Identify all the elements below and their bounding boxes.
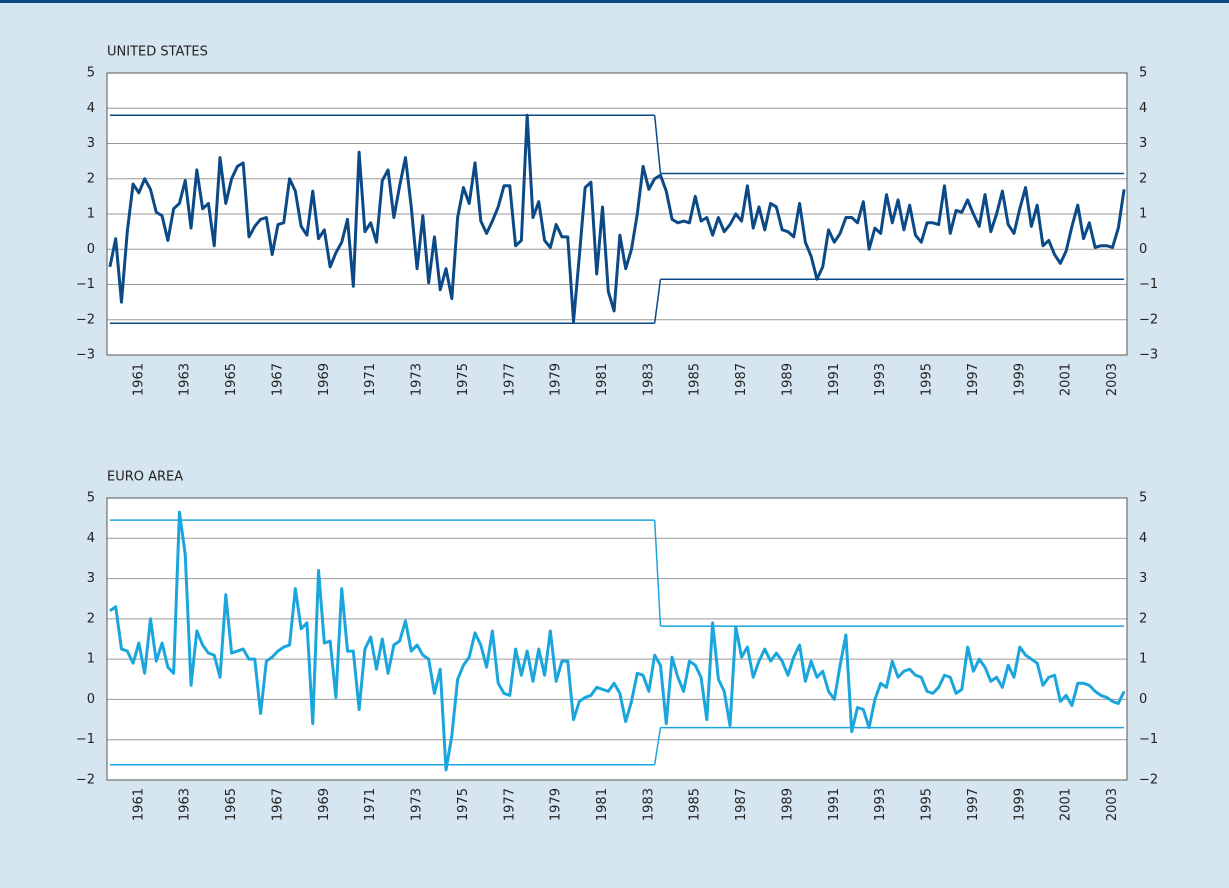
band-connector <box>653 520 662 627</box>
y-tick-label-right: 0 <box>1139 242 1147 257</box>
y-tick-label-right: 4 <box>1139 531 1147 546</box>
chart-title: UNITED STATES <box>107 45 208 60</box>
x-tick-label: 1977 <box>502 788 517 821</box>
x-tick-label: 1971 <box>363 363 378 396</box>
x-tick-label: 1969 <box>317 363 332 396</box>
x-tick-label: 1963 <box>178 788 193 821</box>
y-tick-label: 1 <box>87 652 95 667</box>
x-tick-label: 1971 <box>363 788 378 821</box>
x-tick-label: 1975 <box>456 363 471 396</box>
y-tick-label: 4 <box>87 101 95 116</box>
x-tick-label: 1967 <box>270 363 285 396</box>
x-tick-label: 1989 <box>780 788 795 821</box>
x-tick-label: 2003 <box>1105 788 1120 821</box>
x-tick-label: 1975 <box>456 788 471 821</box>
x-tick-label: 1985 <box>688 363 703 396</box>
band-connector <box>653 115 662 174</box>
plot-border <box>106 497 1128 781</box>
x-tick-label: 1987 <box>734 788 749 821</box>
y-tick-label: 2 <box>87 171 95 186</box>
x-tick-label: 1969 <box>317 788 332 821</box>
y-tick-label: 2 <box>87 611 95 626</box>
x-tick-label: 1981 <box>595 363 610 396</box>
y-tick-label-right: 5 <box>1139 66 1147 81</box>
x-tick-label: 1991 <box>827 363 842 396</box>
y-tick-label: −2 <box>76 773 95 788</box>
y-tick-label: 3 <box>87 136 95 151</box>
x-tick-label: 1965 <box>224 788 239 821</box>
y-tick-label-right: 2 <box>1139 611 1147 626</box>
x-tick-label: 1987 <box>734 363 749 396</box>
y-tick-label-right: 2 <box>1139 171 1147 186</box>
y-tick-label-right: 1 <box>1139 652 1147 667</box>
plot-area <box>107 498 1127 780</box>
y-tick-label: −1 <box>76 277 95 292</box>
x-tick-label: 1997 <box>966 788 981 821</box>
y-tick-label-right: 0 <box>1139 692 1147 707</box>
x-tick-label: 1991 <box>827 788 842 821</box>
x-tick-label: 1993 <box>873 788 888 821</box>
y-tick-label-right: 3 <box>1139 136 1147 151</box>
x-tick-label: 1967 <box>270 788 285 821</box>
x-tick-label: 1977 <box>502 363 517 396</box>
x-tick-label: 1963 <box>178 363 193 396</box>
y-tick-label: 5 <box>87 491 95 506</box>
y-tick-label: −2 <box>76 312 95 327</box>
y-tick-label: 0 <box>87 692 95 707</box>
y-tick-label-right: 5 <box>1139 491 1147 506</box>
y-tick-label: 4 <box>87 531 95 546</box>
y-tick-label: 5 <box>87 66 95 81</box>
x-tick-label: 1997 <box>966 363 981 396</box>
x-tick-label: 1989 <box>780 363 795 396</box>
y-tick-label-right: −1 <box>1139 277 1158 292</box>
y-tick-label-right: −3 <box>1139 348 1158 363</box>
x-tick-label: 1965 <box>224 363 239 396</box>
y-tick-label: −3 <box>76 348 95 363</box>
y-tick-label-right: 1 <box>1139 207 1147 222</box>
y-tick-label-right: 4 <box>1139 101 1147 116</box>
y-tick-label-right: 3 <box>1139 571 1147 586</box>
x-tick-label: 1979 <box>549 788 564 821</box>
x-tick-label: 1993 <box>873 363 888 396</box>
x-tick-label: 1961 <box>131 363 146 396</box>
x-tick-label: 1973 <box>410 788 425 821</box>
x-tick-label: 1995 <box>920 788 935 821</box>
x-tick-label: 1985 <box>688 788 703 821</box>
x-tick-label: 1983 <box>641 788 656 821</box>
x-tick-label: 1973 <box>410 363 425 396</box>
y-tick-label-right: −1 <box>1139 732 1158 747</box>
data-line <box>109 510 1126 772</box>
chart-title: EURO AREA <box>107 470 183 485</box>
x-tick-label: 1979 <box>549 363 564 396</box>
plot-border <box>106 72 1128 356</box>
x-tick-label: 1999 <box>1012 788 1027 821</box>
x-tick-label: 2001 <box>1059 788 1074 821</box>
x-tick-label: 2001 <box>1059 363 1074 396</box>
y-tick-label-right: −2 <box>1139 312 1158 327</box>
top-rule <box>0 0 1229 3</box>
y-tick-label-right: −2 <box>1139 773 1158 788</box>
x-tick-label: 1995 <box>920 363 935 396</box>
data-line <box>108 113 1126 324</box>
y-tick-label: 1 <box>87 207 95 222</box>
x-tick-label: 1961 <box>131 788 146 821</box>
x-tick-label: 2003 <box>1105 363 1120 396</box>
band-connector <box>653 727 662 765</box>
y-tick-label: 0 <box>87 242 95 257</box>
y-tick-label: 3 <box>87 571 95 586</box>
x-tick-label: 1981 <box>595 788 610 821</box>
x-tick-label: 1983 <box>641 363 656 396</box>
x-tick-label: 1999 <box>1012 363 1027 396</box>
y-tick-label: −1 <box>76 732 95 747</box>
band-connector <box>653 279 662 324</box>
